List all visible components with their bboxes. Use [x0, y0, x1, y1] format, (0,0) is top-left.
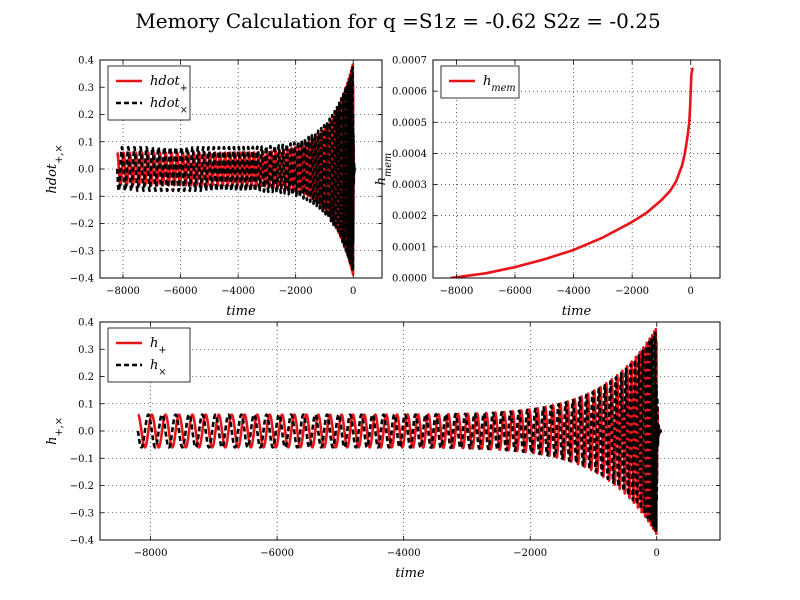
x-tick-label-4: 0: [350, 286, 356, 297]
x-tick-label-4: 0: [654, 548, 660, 559]
y-tick-label-8: 0.4: [78, 56, 94, 67]
y-tick-label-3: −0.1: [70, 192, 94, 203]
x-tick-label-0: −8000: [106, 286, 140, 297]
legend-label-0: h+: [150, 336, 167, 356]
x-tick-label-3: −2000: [615, 286, 649, 297]
legend: hmem: [440, 65, 520, 99]
series-group: [115, 63, 356, 276]
y-tick-label-0: 0.0000: [392, 274, 427, 285]
plot-frame: [432, 59, 721, 279]
legend-box: [107, 327, 191, 383]
series-line-1: [115, 66, 356, 273]
y-tick-label-1: −0.3: [70, 246, 94, 257]
y-tick-label-4: 0.0: [78, 427, 94, 438]
y-tick-label-6: 0.0006: [392, 87, 427, 98]
y-axis-label: hmem: [374, 153, 394, 186]
x-axis-label: time: [395, 566, 425, 581]
y-tick-label-6: 0.2: [78, 110, 94, 121]
series-line-1: [136, 331, 664, 532]
y-tick-label-7: 0.3: [78, 345, 94, 356]
legend-label-0: hdot+: [150, 74, 188, 94]
legend-label-1: h×: [150, 358, 167, 378]
y-tick-label-3: 0.0003: [392, 180, 427, 191]
series-group: [136, 327, 664, 535]
x-tick-label-2: −4000: [557, 286, 591, 297]
legend-label-1: hdot×: [150, 96, 188, 116]
x-tick-label-1: −6000: [164, 286, 198, 297]
y-tick-label-8: 0.4: [78, 318, 94, 329]
x-tick-label-2: −4000: [387, 548, 421, 559]
panel-hmem: −8000 −6000 −4000 −2000 0 0.0000 0.0001 0.0002 0…: [374, 56, 721, 319]
y-axis-label: h+,×: [45, 417, 65, 445]
x-tick-label-2: −4000: [221, 286, 255, 297]
panel-hdot: −8000 −6000 −4000 −2000 0 −0.4 −0.3 −0.2 −0.1 0.0…: [45, 56, 383, 319]
series-group: [450, 67, 695, 278]
y-tick-label-1: −0.3: [70, 508, 94, 519]
y-tick-label-4: 0.0004: [392, 149, 427, 160]
x-tick-label-1: −6000: [260, 548, 294, 559]
y-tick-label-7: 0.0007: [392, 56, 427, 67]
y-tick-label-5: 0.0005: [392, 118, 427, 129]
series-line-0: [136, 327, 664, 535]
y-tick-label-0: −0.4: [70, 274, 94, 285]
y-axis-label: hdot+,×: [45, 144, 65, 193]
x-tick-label-3: −2000: [279, 286, 313, 297]
y-tick-label-1: 0.0001: [392, 242, 427, 253]
x-axis-label: time: [562, 304, 592, 319]
y-tick-label-3: −0.1: [70, 454, 94, 465]
y-tick-label-5: 0.1: [78, 399, 94, 410]
legend-box: [107, 65, 191, 121]
series-line-0: [450, 67, 695, 278]
y-tick-label-5: 0.1: [78, 137, 94, 148]
legend: h+h×: [107, 327, 191, 383]
legend: hdot+hdot×: [107, 65, 191, 121]
y-tick-label-7: 0.3: [78, 83, 94, 94]
legend-label-0: hmem: [483, 74, 516, 94]
x-axis-label: time: [226, 304, 256, 319]
panel-h: −8000 −6000 −4000 −2000 0 −0.4 −0.3 −0.2 −0.1 0.0…: [45, 318, 721, 581]
x-tick-label-0: −8000: [440, 286, 474, 297]
figure-title: Memory Calculation for q =S1z = -0.62 S2…: [135, 9, 660, 33]
y-tick-label-2: −0.2: [70, 481, 94, 492]
x-tick-label-3: −2000: [513, 548, 547, 559]
x-tick-label-4: 0: [688, 286, 694, 297]
y-tick-label-6: 0.2: [78, 372, 94, 383]
y-tick-label-2: 0.0002: [392, 211, 427, 222]
y-tick-label-0: −0.4: [70, 536, 94, 547]
y-tick-label-4: 0.0: [78, 165, 94, 176]
y-tick-label-2: −0.2: [70, 219, 94, 230]
x-tick-label-1: −6000: [498, 286, 532, 297]
x-tick-label-0: −8000: [134, 548, 168, 559]
